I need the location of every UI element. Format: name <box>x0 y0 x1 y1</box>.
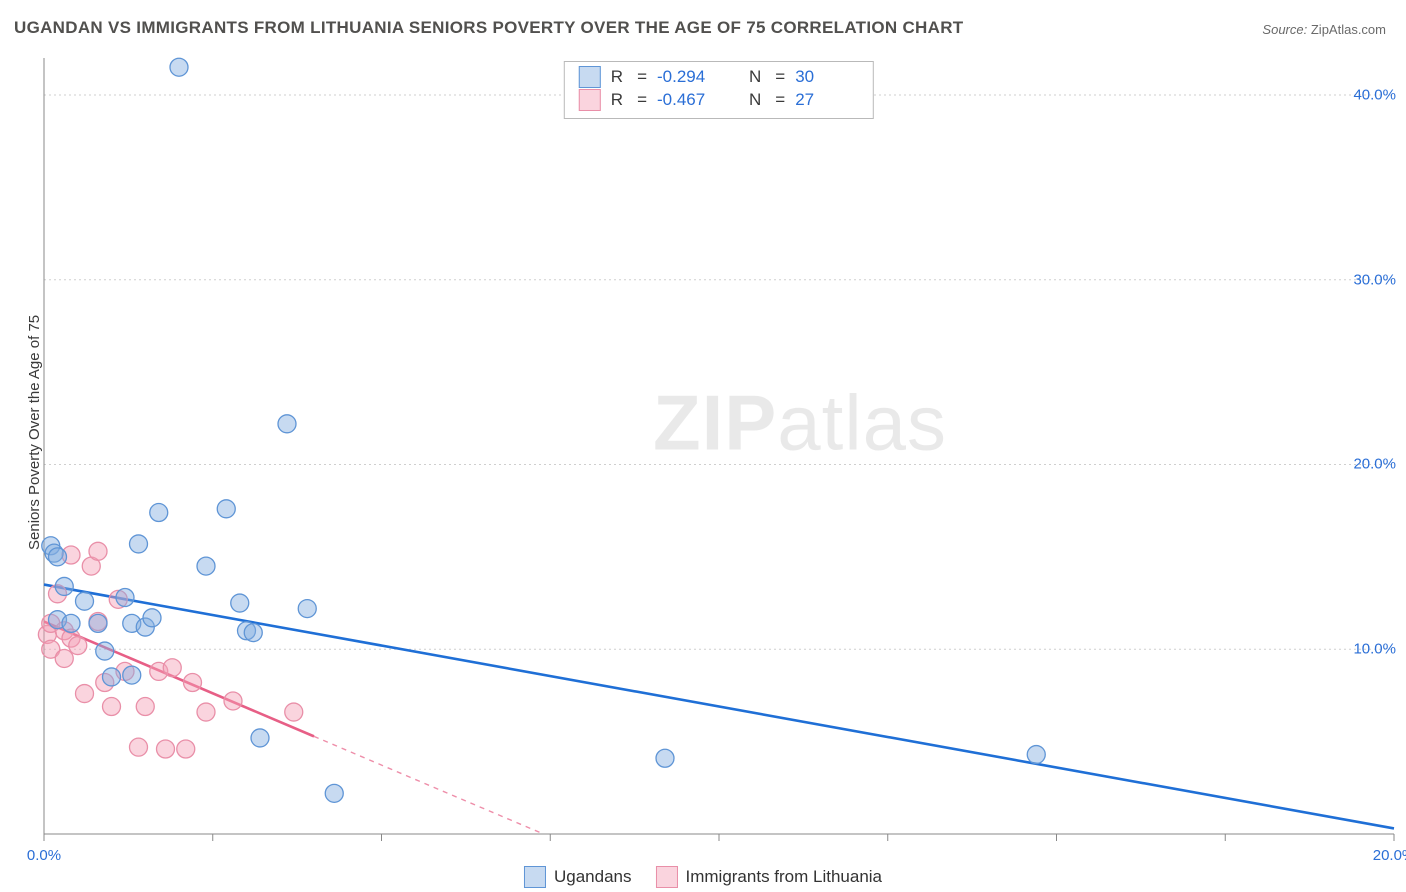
plot-svg <box>44 58 1394 834</box>
swatch-blue <box>579 66 601 88</box>
y-tick-label: 10.0% <box>1353 641 1396 658</box>
swatch-pink <box>579 89 601 111</box>
y-axis-label: Seniors Poverty Over the Age of 75 <box>26 315 43 550</box>
swatch-blue <box>524 866 546 888</box>
legend-item-blue: Ugandans <box>524 866 632 888</box>
legend-label-pink: Immigrants from Lithuania <box>685 867 882 887</box>
equals-sign: = <box>775 66 785 89</box>
legend-item-pink: Immigrants from Lithuania <box>655 866 882 888</box>
correlation-row-pink: R = -0.467 N = 27 <box>579 89 857 112</box>
series-legend: Ugandans Immigrants from Lithuania <box>524 866 882 888</box>
y-tick-label: 30.0% <box>1353 271 1396 288</box>
n-label: N <box>749 89 761 112</box>
n-value-blue: 30 <box>795 66 857 89</box>
y-tick-label: 40.0% <box>1353 86 1396 103</box>
chart-area: ZIPatlas R = -0.294 N = 30 R = -0.467 N … <box>44 58 1394 834</box>
r-value-pink: -0.467 <box>657 89 719 112</box>
x-tick-label: 0.0% <box>27 847 61 864</box>
legend-label-blue: Ugandans <box>554 867 632 887</box>
equals-sign: = <box>775 89 785 112</box>
r-label: R <box>611 89 623 112</box>
n-value-pink: 27 <box>795 89 857 112</box>
source-label: Source: <box>1262 22 1307 37</box>
source-value: ZipAtlas.com <box>1311 22 1386 37</box>
correlation-row-blue: R = -0.294 N = 30 <box>579 66 857 89</box>
n-label: N <box>749 66 761 89</box>
r-value-blue: -0.294 <box>657 66 719 89</box>
chart-title: UGANDAN VS IMMIGRANTS FROM LITHUANIA SEN… <box>14 18 963 38</box>
r-label: R <box>611 66 623 89</box>
y-tick-label: 20.0% <box>1353 456 1396 473</box>
source-attribution: Source: ZipAtlas.com <box>1262 22 1386 37</box>
correlation-panel: R = -0.294 N = 30 R = -0.467 N = 27 <box>564 61 874 119</box>
x-tick-label: 20.0% <box>1373 847 1406 864</box>
equals-sign: = <box>637 89 647 112</box>
swatch-pink <box>655 866 677 888</box>
equals-sign: = <box>637 66 647 89</box>
plot-surface <box>44 58 1394 834</box>
